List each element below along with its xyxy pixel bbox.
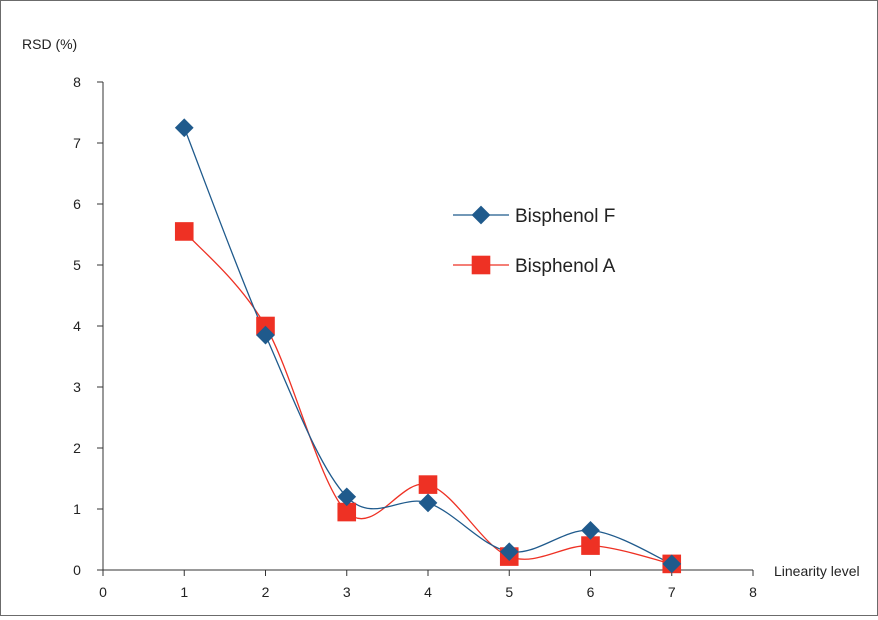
legend-label: Bisphenol A (515, 256, 616, 277)
x-tick-label: 7 (668, 584, 676, 600)
series-layer (174, 118, 682, 574)
legend-marker (471, 255, 491, 275)
legend: Bisphenol F Bisphenol A (453, 205, 616, 277)
x-tick-label: 4 (424, 584, 432, 600)
data-point-marker (174, 118, 194, 138)
x-tick-label: 1 (180, 584, 188, 600)
data-point-marker (581, 536, 600, 555)
data-point-marker (662, 554, 682, 574)
y-tick-label: 7 (73, 135, 81, 151)
x-tick-label: 5 (505, 584, 513, 600)
data-point-marker (499, 542, 519, 562)
x-tick-label: 6 (587, 584, 595, 600)
data-point-marker (337, 487, 357, 507)
data-point-marker (418, 493, 438, 513)
y-tick-label: 2 (73, 440, 81, 456)
y-tick-label: 8 (73, 74, 81, 90)
y-tick-label: 5 (73, 257, 81, 273)
series-line (183, 231, 672, 565)
x-tick-label: 8 (749, 584, 757, 600)
x-axis-title: Linearity level (774, 563, 860, 579)
legend-label: Bisphenol F (515, 206, 615, 227)
y-tick-label: 3 (73, 379, 81, 395)
y-tick-label: 0 (73, 562, 81, 578)
axes: 0 1 2 3 4 5 6 7 8 0 1 2 3 4 5 6 7 8 (73, 74, 757, 600)
data-point-marker (581, 520, 600, 540)
legend-item: Bisphenol A (453, 255, 616, 277)
y-tick-label: 6 (73, 196, 81, 212)
data-point-marker (337, 502, 357, 522)
data-point-marker (174, 222, 194, 241)
legend-marker (471, 205, 491, 225)
y-tick-label: 1 (73, 501, 81, 517)
y-axis-title: RSD (%) (22, 36, 77, 52)
series-group (183, 231, 672, 565)
x-tick-label: 3 (343, 584, 351, 600)
x-tick-label: 2 (262, 584, 270, 600)
data-point-marker (418, 475, 438, 494)
y-tick-label: 4 (73, 318, 81, 334)
data-point-marker (256, 325, 275, 345)
x-tick-label: 0 (99, 584, 107, 600)
series-markers (174, 118, 682, 574)
legend-item: Bisphenol F (453, 205, 615, 227)
